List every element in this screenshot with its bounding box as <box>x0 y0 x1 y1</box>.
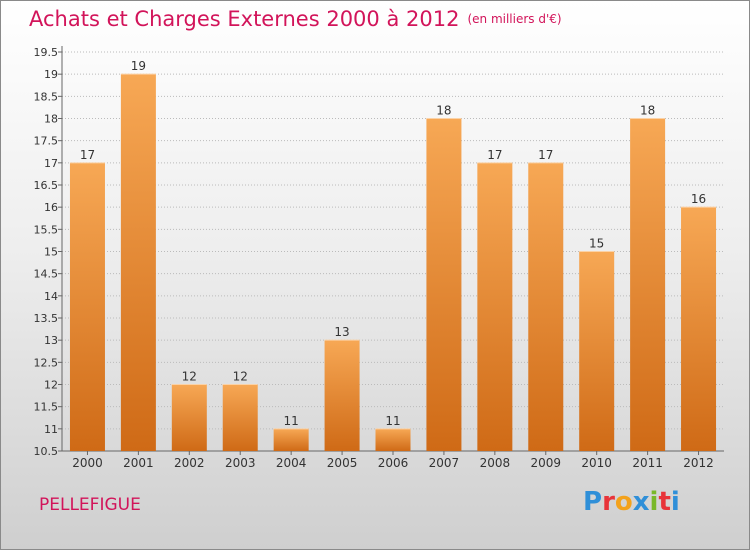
y-tick-label: 11.5 <box>34 401 59 414</box>
bar <box>426 118 462 451</box>
y-tick-label: 12.5 <box>34 356 59 369</box>
data-label: 12 <box>233 370 248 384</box>
data-label: 17 <box>487 148 502 162</box>
y-tick-label: 13.5 <box>34 312 59 325</box>
x-tick-label: 2011 <box>632 456 663 470</box>
commune-name: PELLEFIGUE <box>39 495 141 515</box>
logo-letter: P <box>583 487 603 517</box>
y-tick-label: 19.5 <box>34 46 59 59</box>
chart-title-text: Achats et Charges Externes 2000 à 2012 <box>29 7 460 31</box>
chart-title: Achats et Charges Externes 2000 à 2012 (e… <box>29 7 562 31</box>
bar <box>375 428 411 451</box>
logo-letter: i <box>670 487 680 517</box>
y-tick-label: 17.5 <box>34 135 59 148</box>
logo-letter: o <box>614 487 633 517</box>
x-tick-label: 2001 <box>123 456 154 470</box>
proxiti-logo[interactable]: Proxiti <box>583 487 680 517</box>
bar <box>324 340 360 451</box>
bar <box>69 162 105 452</box>
bar <box>171 384 207 451</box>
bar <box>681 207 717 451</box>
bar <box>222 384 258 451</box>
y-tick-label: 18 <box>44 113 58 126</box>
bar <box>528 162 564 452</box>
x-tick-label: 2012 <box>683 456 714 470</box>
x-tick-label: 2005 <box>327 456 358 470</box>
chart-subtitle: (en milliers d'€) <box>467 12 562 26</box>
data-label: 16 <box>691 192 706 206</box>
data-label: 13 <box>334 325 349 339</box>
data-label: 17 <box>80 148 95 162</box>
y-tick-label: 11 <box>44 423 58 436</box>
data-label: 15 <box>589 237 604 251</box>
y-tick-label: 17 <box>44 157 58 170</box>
y-tick-label: 18.5 <box>34 90 59 103</box>
y-tick-label: 19 <box>44 68 58 81</box>
y-tick-label: 14.5 <box>34 268 59 281</box>
x-tick-label: 2009 <box>530 456 561 470</box>
data-label: 18 <box>436 104 451 118</box>
data-label: 11 <box>284 414 299 428</box>
bar <box>273 428 309 451</box>
x-tick-label: 2006 <box>378 456 409 470</box>
y-tick-label: 14 <box>44 290 58 303</box>
y-tick-label: 16 <box>44 201 58 214</box>
logo-letter: i <box>649 487 659 517</box>
bar <box>630 118 666 451</box>
y-tick-label: 13 <box>44 334 58 347</box>
y-tick-label: 15.5 <box>34 223 59 236</box>
y-tick-label: 16.5 <box>34 179 59 192</box>
data-label: 11 <box>385 414 400 428</box>
data-label: 17 <box>538 148 553 162</box>
x-tick-label: 2004 <box>276 456 307 470</box>
data-label: 19 <box>131 59 146 73</box>
y-tick-label: 12 <box>44 379 58 392</box>
data-label: 18 <box>640 104 655 118</box>
x-tick-label: 2002 <box>174 456 205 470</box>
x-tick-label: 2007 <box>429 456 460 470</box>
logo-letter: t <box>658 487 671 517</box>
x-tick-label: 2008 <box>480 456 511 470</box>
y-tick-label: 10.5 <box>34 445 59 458</box>
x-tick-label: 2003 <box>225 456 256 470</box>
bar <box>120 74 156 452</box>
x-tick-label: 2010 <box>581 456 612 470</box>
logo-letter: r <box>602 487 615 517</box>
logo-letter: x <box>632 487 650 517</box>
y-tick-label: 15 <box>44 246 58 259</box>
bar <box>579 251 615 451</box>
x-tick-label: 2000 <box>72 456 103 470</box>
data-label: 12 <box>182 370 197 384</box>
bar <box>477 162 513 452</box>
